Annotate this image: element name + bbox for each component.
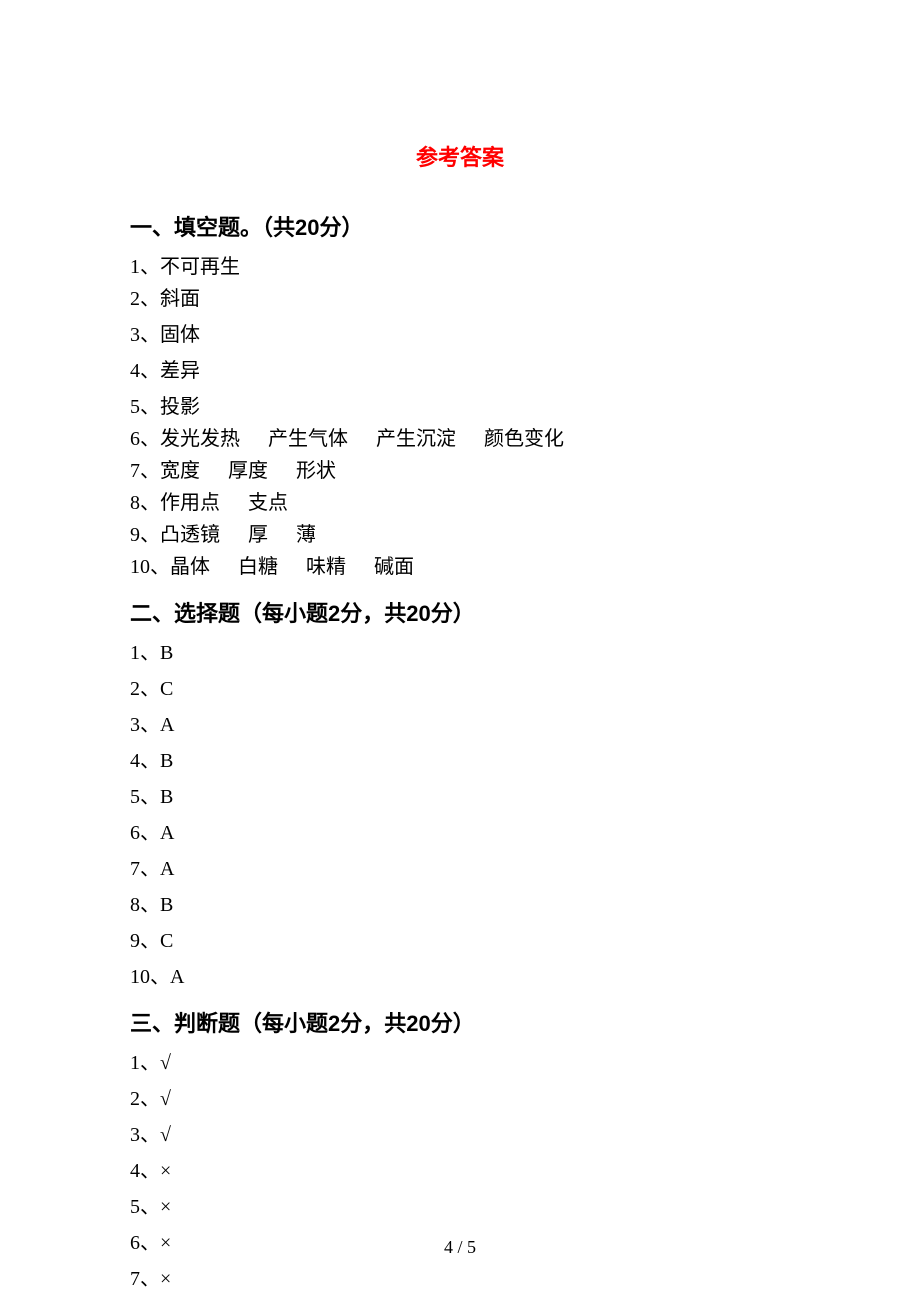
s1-answer-10: 10、晶体白糖味精碱面 <box>130 552 790 582</box>
answer-number: 1、 <box>130 1052 160 1074</box>
s2-answer-3: 3、A <box>130 710 790 740</box>
answer-number: 4、 <box>130 360 160 382</box>
answer-number: 9、 <box>130 524 160 546</box>
s3-answer-4: 4、× <box>130 1156 790 1186</box>
answer-value: B <box>160 750 173 772</box>
answer-value: B <box>160 642 173 664</box>
s2-answer-6: 6、A <box>130 818 790 848</box>
answer-part: 差异 <box>160 356 200 386</box>
s1-answer-4: 4、差异 <box>130 356 790 386</box>
answer-value: A <box>170 966 184 988</box>
answer-value: √ <box>160 1052 171 1074</box>
answer-value: √ <box>160 1088 171 1110</box>
answer-value: C <box>160 930 173 952</box>
answer-value: × <box>160 1160 171 1182</box>
s1-answer-6: 6、发光发热产生气体产生沉淀颜色变化 <box>130 424 790 454</box>
answer-part: 斜面 <box>160 284 200 314</box>
s3-answer-2: 2、√ <box>130 1084 790 1114</box>
answer-number: 4、 <box>130 1160 160 1182</box>
answer-part: 味精 <box>306 552 346 582</box>
answer-number: 6、 <box>130 822 160 844</box>
answer-number: 5、 <box>130 786 160 808</box>
s1-answer-1: 1、不可再生 <box>130 252 790 282</box>
answer-part: 厚 <box>248 520 268 550</box>
s1-answer-7: 7、宽度厚度形状 <box>130 456 790 486</box>
answer-part: 产生沉淀 <box>376 424 456 454</box>
s2-answer-1: 1、B <box>130 638 790 668</box>
answer-value: A <box>160 858 174 880</box>
answer-part: 厚度 <box>228 456 268 486</box>
s3-answer-1: 1、√ <box>130 1048 790 1078</box>
s2-answer-8: 8、B <box>130 890 790 920</box>
s1-answer-8: 8、作用点支点 <box>130 488 790 518</box>
s1-answer-5: 5、投影 <box>130 392 790 422</box>
answer-number: 1、 <box>130 256 160 278</box>
answer-number: 8、 <box>130 492 160 514</box>
page-content: 参考答案 一、填空题。（共20分） 1、不可再生 2、斜面 3、固体 4、差异 … <box>0 0 920 1294</box>
answer-number: 10、 <box>130 966 170 988</box>
answer-value: A <box>160 822 174 844</box>
answer-number: 6、 <box>130 428 160 450</box>
answer-number: 8、 <box>130 894 160 916</box>
s2-answer-4: 4、B <box>130 746 790 776</box>
answer-number: 3、 <box>130 324 160 346</box>
page-number: 4 / 5 <box>0 1237 920 1258</box>
answer-part: 凸透镜 <box>160 520 220 550</box>
answer-part: 不可再生 <box>160 252 240 282</box>
s2-answer-9: 9、C <box>130 926 790 956</box>
answer-number: 9、 <box>130 930 160 952</box>
answer-number: 10、 <box>130 556 170 578</box>
answer-value: C <box>160 678 173 700</box>
s2-answer-7: 7、A <box>130 854 790 884</box>
answer-part: 作用点 <box>160 488 220 518</box>
section-2-heading: 二、选择题（每小题2分，共20分） <box>130 596 790 628</box>
answer-part: 发光发热 <box>160 424 240 454</box>
answer-number: 7、 <box>130 858 160 880</box>
answer-value: A <box>160 714 174 736</box>
s2-answer-10: 10、A <box>130 962 790 992</box>
answer-number: 5、 <box>130 1196 160 1218</box>
answer-number: 2、 <box>130 288 160 310</box>
s2-answer-2: 2、C <box>130 674 790 704</box>
answer-value: √ <box>160 1124 171 1146</box>
answer-number: 3、 <box>130 714 160 736</box>
s1-answer-9: 9、凸透镜厚薄 <box>130 520 790 550</box>
answer-part: 晶体 <box>170 552 210 582</box>
answer-number: 4、 <box>130 750 160 772</box>
answer-value: × <box>160 1268 171 1290</box>
answer-number: 2、 <box>130 1088 160 1110</box>
s3-answer-5: 5、× <box>130 1192 790 1222</box>
s3-answer-7: 7、× <box>130 1264 790 1294</box>
answer-number: 1、 <box>130 642 160 664</box>
answer-part: 固体 <box>160 320 200 350</box>
answer-value: × <box>160 1196 171 1218</box>
answer-part: 形状 <box>296 456 336 486</box>
s2-answer-5: 5、B <box>130 782 790 812</box>
answer-part: 碱面 <box>374 552 414 582</box>
answer-value: B <box>160 786 173 808</box>
answer-number: 2、 <box>130 678 160 700</box>
section-1-heading: 一、填空题。（共20分） <box>130 210 790 242</box>
answer-part: 支点 <box>248 488 288 518</box>
answer-number: 7、 <box>130 460 160 482</box>
answer-part: 投影 <box>160 392 200 422</box>
answer-part: 产生气体 <box>268 424 348 454</box>
answer-part: 宽度 <box>160 456 200 486</box>
answer-number: 7、 <box>130 1268 160 1290</box>
answer-number: 5、 <box>130 396 160 418</box>
page-title: 参考答案 <box>130 140 790 172</box>
s1-answer-2: 2、斜面 <box>130 284 790 314</box>
section-3-heading: 三、判断题（每小题2分，共20分） <box>130 1006 790 1038</box>
answer-value: B <box>160 894 173 916</box>
answer-part: 白糖 <box>238 552 278 582</box>
answer-part: 薄 <box>296 520 316 550</box>
answer-number: 3、 <box>130 1124 160 1146</box>
s3-answer-3: 3、√ <box>130 1120 790 1150</box>
s1-answer-3: 3、固体 <box>130 320 790 350</box>
answer-part: 颜色变化 <box>484 424 564 454</box>
